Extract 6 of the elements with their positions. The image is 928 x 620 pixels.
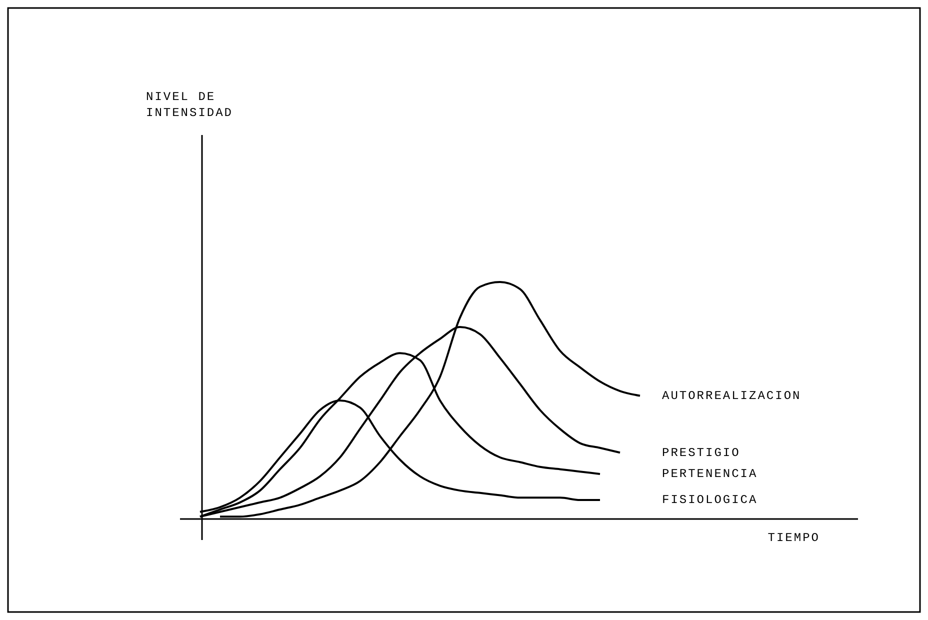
series-label: AUTORREALIZACION [662,388,802,403]
text: TIEMPO [768,531,820,545]
text: NIVEL DE INTENSIDAD [146,90,234,120]
text: PRESTIGIO [662,446,740,460]
text: FISIOLOGICA [662,493,758,508]
text: PERTENENCIA [662,467,758,482]
